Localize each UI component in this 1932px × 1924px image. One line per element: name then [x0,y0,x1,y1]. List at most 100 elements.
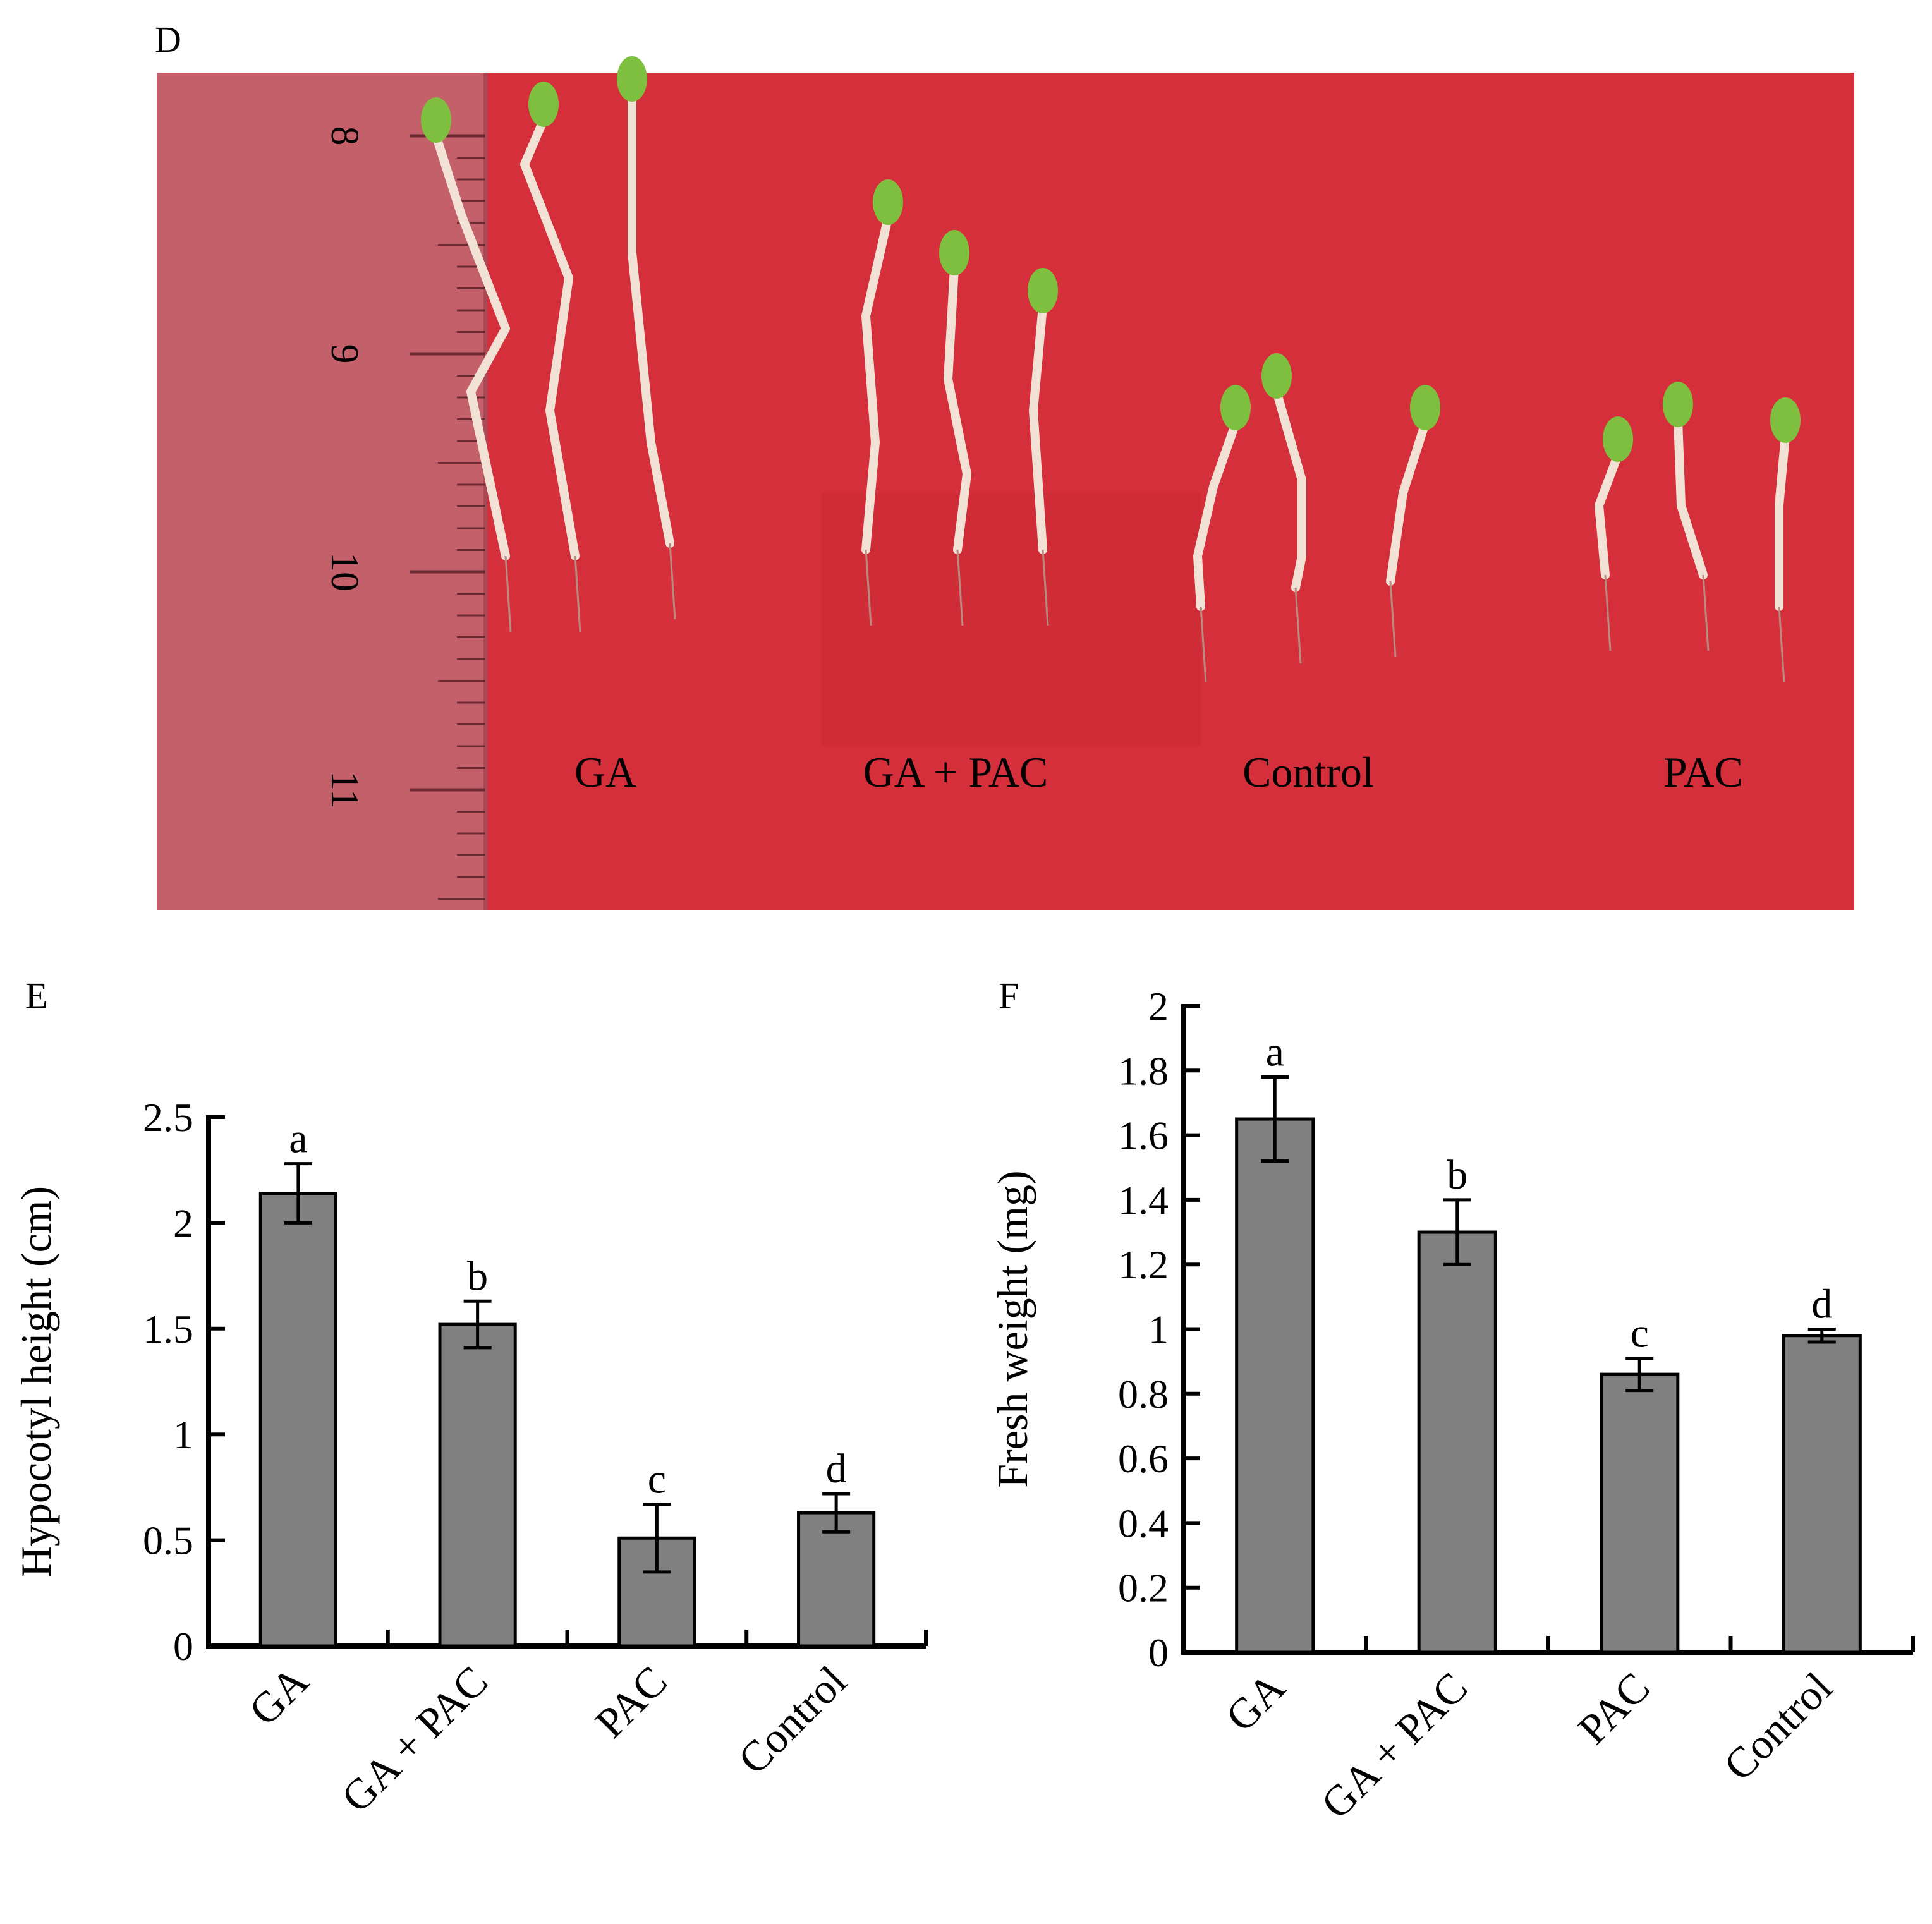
ruler-labels: 8 9 10 11 [323,126,366,809]
seedling-cotyledon [1410,385,1440,430]
seedling-cotyledon [1770,397,1801,443]
treatment-label-pac: PAC [1663,748,1743,796]
y-tick-label: 2.5 [143,1095,193,1140]
y-tick-label: 0.6 [1118,1436,1169,1481]
x-tick-label: PAC [586,1657,676,1747]
significance-label: b [467,1253,488,1299]
treatment-label-ga-pac: GA + PAC [863,748,1048,796]
y-tick-label: 1.5 [143,1307,193,1352]
seedlings [421,56,1801,683]
x-tick-label: GA + PAC [332,1657,497,1822]
seedling-root [956,549,964,626]
seedling-root [865,549,872,626]
significance-label: a [1266,1029,1284,1075]
ruler [157,73,485,910]
y-tick-label: 1 [173,1412,193,1457]
seedling-stem [1674,416,1708,579]
chart-fresh-weight: 0 0.2 0.4 0.6 0.8 1 1.2 1.4 1.6 1.8 2 Fresh weight … [988,984,1915,1828]
y-tick-label: 0.8 [1118,1372,1169,1417]
seedling-stem [432,131,510,560]
significance-label: a [289,1116,307,1162]
seedling-stem [1386,419,1430,586]
ruler-label: 9 [323,344,366,364]
significance-label: b [1447,1152,1467,1198]
seedling-root [1702,574,1710,651]
panel-e-label: E [25,975,47,1016]
seedling-cotyledon [873,179,903,225]
seedling-stem [520,116,580,560]
y-tick-label: 0.5 [143,1518,193,1563]
significance-label: c [1631,1310,1649,1357]
ruler-label: 11 [323,771,366,809]
y-tick-label: 0.4 [1118,1501,1169,1546]
seedling-cotyledon [1663,382,1693,427]
y-axis-label: Hypocotyl height (cm) [12,1186,60,1577]
bar [797,1511,876,1648]
y-tick-label: 1.6 [1118,1113,1169,1158]
seedling-photo: 8 9 10 11 GA GA + PAC Control PAC [157,56,1854,910]
seedling-stem [861,214,892,554]
seedling-stem [1029,302,1047,554]
y-tick-label: 1.2 [1118,1242,1169,1287]
bar [438,1322,517,1648]
y-tick-label: 0 [1148,1630,1169,1675]
seedling-cotyledon [617,56,647,102]
significance-label: c [648,1456,666,1503]
seedling-cotyledon [528,82,559,127]
seedling-root [1778,606,1785,683]
y-tick-label: 1 [1148,1307,1169,1352]
bar [1235,1117,1315,1654]
x-tick-label: GA + PAC [1312,1663,1477,1828]
x-tick-label: GA [240,1657,317,1734]
panel-d: D 8 9 10 11 GA GA + PAC Control PAC [155,19,1854,910]
significance-label: d [1811,1281,1832,1328]
seedling-stem [1595,451,1622,579]
panel-f: F 0 0.2 0.4 0.6 0.8 1 1.2 1.4 1.6 1.8 2 Fresh weigh… [988,975,1915,1828]
bar [1600,1372,1680,1654]
bar [1782,1334,1862,1654]
y-tick-label: 2 [173,1201,193,1245]
seedling-root [504,555,512,632]
seedling-cotyledon [421,97,451,143]
seedling-cotyledon [1028,268,1058,313]
seedling-stem [1193,419,1240,611]
chart-hypocotyl-height: 0 0.5 1 1.5 2 2.5 Hypocotyl height (cm) a GA b GA … [12,1095,928,1822]
treatment-label-ga: GA [574,748,636,796]
bar [258,1192,337,1648]
x-tick-label: Control [1715,1663,1842,1790]
seedling-root [1604,574,1612,651]
seedling-stem [1775,432,1790,611]
x-tick-label: PAC [1569,1663,1659,1753]
ruler-label: 10 [323,552,366,591]
y-axis-label: Fresh weight (mg) [988,1170,1036,1487]
panel-f-label: F [999,975,1019,1016]
seedling-cotyledon [1603,416,1633,462]
seedling-cotyledon [1220,385,1251,430]
panel-d-label: D [155,19,181,60]
y-tick-label: 1.8 [1118,1048,1169,1093]
y-tick-label: 2 [1148,984,1169,1029]
treatment-label-control: Control [1242,748,1374,796]
seedling-root [1389,581,1397,658]
significance-label: d [826,1446,847,1492]
bar [1417,1230,1497,1654]
seedling-cotyledon [1261,353,1292,399]
seedling-root [669,543,676,620]
y-tick-label: 1.4 [1118,1178,1169,1223]
panel-e: E 0 0.5 1 1.5 2 2.5 Hypocotyl height (cm) a GA b G… [12,975,928,1822]
seedling-cotyledon [939,230,969,275]
ruler-label: 8 [323,126,366,146]
seedling-root [574,555,581,632]
seedling-root [1294,587,1302,664]
seedling-stem [628,90,674,548]
y-tick-label: 0.2 [1118,1566,1169,1611]
photo-shade [822,493,1201,746]
seedling-root [1042,549,1049,626]
seedling-root [1200,606,1207,683]
x-tick-label: Control [729,1657,856,1784]
seedling-stem [1272,387,1306,592]
seedling-stem [944,264,971,554]
ruler-ticks [410,134,485,900]
y-tick-label: 0 [173,1624,193,1669]
